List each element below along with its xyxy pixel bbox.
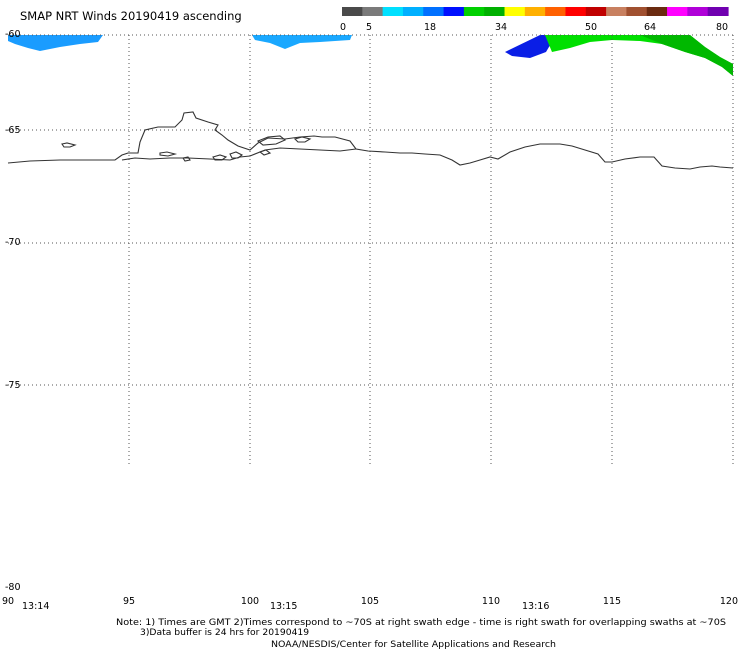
time-label-1315: 13:15 <box>270 601 297 612</box>
colorbar-segment <box>667 7 688 16</box>
colorbar-label-18: 18 <box>424 22 436 33</box>
latitude-labels: -60 -65 -70 -75 -80 <box>5 29 21 593</box>
graticule <box>8 34 734 465</box>
colorbar-label-34: 34 <box>495 22 507 33</box>
lon-label-90: 90 <box>2 596 14 607</box>
lon-label-100: 100 <box>241 596 259 607</box>
colorbar-segment <box>443 7 465 16</box>
colorbar-segment <box>565 7 587 16</box>
note-line-1: Note: 1) Times are GMT 2)Times correspon… <box>116 617 726 628</box>
colorbar-segment <box>362 7 384 16</box>
lon-label-120: 120 <box>720 596 738 607</box>
longitude-labels: 90 95 100 105 110 115 120 <box>2 596 738 607</box>
swath-middle <box>252 35 352 49</box>
time-label-1314: 13:14 <box>22 601 49 612</box>
colorbar-label-50: 50 <box>585 22 597 33</box>
colorbar-segment <box>626 7 648 16</box>
swath-right-blue <box>505 35 556 58</box>
lat-label-60: -60 <box>5 29 21 40</box>
colorbar-segment <box>646 7 668 16</box>
colorbar-segment <box>524 7 546 16</box>
colorbar-segment <box>545 7 567 16</box>
colorbar-segment <box>504 7 526 16</box>
colorbar-label-80: 80 <box>716 22 728 33</box>
note-line-2: 3)Data buffer is 24 hrs for 20190419 <box>140 627 309 638</box>
lat-label-80: -80 <box>5 582 21 593</box>
lat-label-75: -75 <box>5 380 21 391</box>
lon-label-105: 105 <box>361 596 379 607</box>
colorbar-label-0: 0 <box>340 22 346 33</box>
lon-label-110: 110 <box>482 596 500 607</box>
colorbar-segment <box>463 7 485 16</box>
colorbar-segment <box>402 7 424 16</box>
colorbar-segment <box>707 7 729 16</box>
colorbar-segment <box>382 7 404 16</box>
colorbar-segment <box>342 7 363 16</box>
colorbar-segment <box>484 7 506 16</box>
colorbar-segment <box>585 7 607 16</box>
time-label-1316: 13:16 <box>522 601 549 612</box>
lat-label-70: -70 <box>5 237 21 248</box>
colorbar-segment <box>606 7 628 16</box>
footnotes: Note: 1) Times are GMT 2)Times correspon… <box>116 617 726 650</box>
note-line-3: NOAA/NESDIS/Center for Satellite Applica… <box>271 639 556 650</box>
antarctic-coastline <box>7 111 734 170</box>
time-labels: 13:14 13:15 13:16 <box>22 601 549 612</box>
lat-label-65: -65 <box>5 125 21 136</box>
lon-label-95: 95 <box>123 596 135 607</box>
swath-left <box>8 35 103 51</box>
colorbar-segment <box>423 7 445 16</box>
map-title: SMAP NRT Winds 20190419 ascending <box>20 9 242 23</box>
wind-speed-colorbar: 0 5 18 34 50 64 80 <box>340 7 729 33</box>
colorbar-label-64: 64 <box>644 22 656 33</box>
wind-swaths <box>8 35 733 76</box>
colorbar-label-5: 5 <box>366 22 372 33</box>
lon-label-115: 115 <box>603 596 621 607</box>
colorbar-segment <box>687 7 709 16</box>
swath-right-darkgreen <box>640 35 733 76</box>
